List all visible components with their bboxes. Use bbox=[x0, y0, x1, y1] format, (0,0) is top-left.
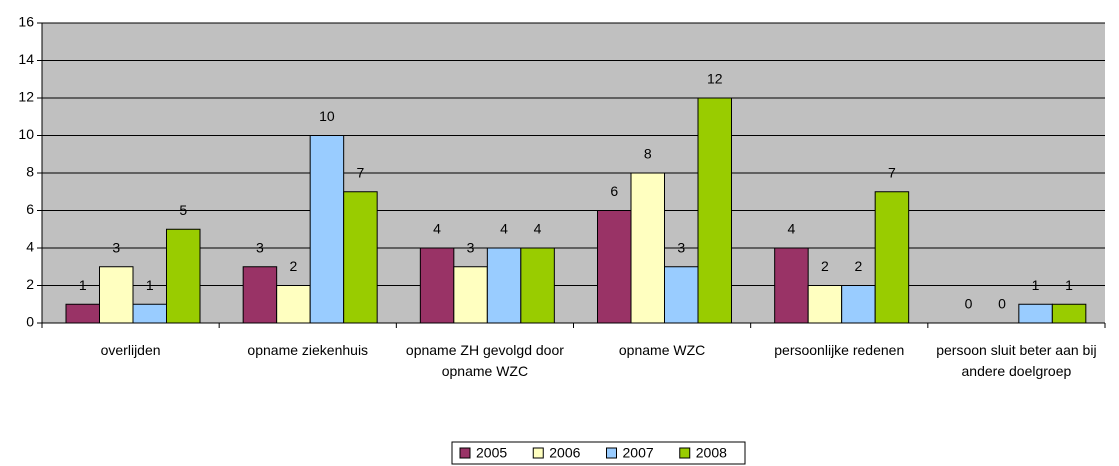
legend-label: 2006 bbox=[549, 445, 580, 461]
bar bbox=[597, 210, 632, 324]
bar bbox=[664, 266, 699, 324]
y-tick-label: 0 bbox=[26, 314, 34, 330]
x-tick-label: opname ziekenhuis bbox=[247, 342, 369, 358]
data-label: 7 bbox=[888, 164, 896, 180]
data-label: 12 bbox=[707, 71, 723, 87]
data-label: 3 bbox=[256, 239, 264, 255]
data-label: 8 bbox=[644, 146, 652, 162]
bar bbox=[874, 191, 910, 324]
data-label: 3 bbox=[467, 239, 475, 255]
y-tick-label: 14 bbox=[18, 51, 34, 67]
data-label: 4 bbox=[500, 221, 508, 237]
bar bbox=[276, 285, 311, 324]
bar bbox=[807, 285, 843, 324]
y-tick-label: 10 bbox=[18, 126, 34, 142]
bar bbox=[841, 285, 876, 324]
bar bbox=[242, 266, 278, 324]
bar bbox=[486, 247, 522, 324]
bar bbox=[343, 191, 378, 324]
data-label: 3 bbox=[677, 239, 685, 255]
bar bbox=[132, 303, 167, 324]
bar bbox=[774, 247, 809, 324]
legend-label: 2008 bbox=[696, 445, 727, 461]
legend-box bbox=[451, 441, 746, 465]
x-tick-label: persoonlijke redenen bbox=[774, 342, 905, 358]
data-label: 0 bbox=[998, 296, 1006, 312]
x-tick-label: opname ZH gevolgd door opname WZC bbox=[405, 342, 564, 379]
data-label: 2 bbox=[855, 258, 863, 274]
legend-label: 2005 bbox=[476, 445, 507, 461]
legend-swatch bbox=[606, 447, 617, 459]
data-label: 2 bbox=[821, 258, 829, 274]
data-label: 2 bbox=[290, 258, 298, 274]
bar bbox=[166, 228, 201, 324]
bar bbox=[630, 172, 665, 324]
bar bbox=[697, 97, 732, 324]
y-tick-label: 16 bbox=[18, 14, 34, 30]
y-tick-label: 12 bbox=[18, 89, 34, 105]
legend-swatch bbox=[459, 447, 471, 459]
legend-label: 2007 bbox=[623, 445, 654, 461]
bar bbox=[309, 135, 345, 324]
y-tick-label: 6 bbox=[26, 201, 34, 217]
y-tick-label: 4 bbox=[26, 239, 34, 255]
bar bbox=[99, 266, 134, 324]
x-tick-label: persoon sluit beter aan bij andere doelg… bbox=[936, 342, 1097, 379]
data-label: 10 bbox=[319, 108, 335, 124]
legend-swatch bbox=[679, 447, 691, 459]
data-label: 1 bbox=[146, 277, 154, 293]
data-label: 4 bbox=[534, 221, 542, 237]
data-label: 1 bbox=[1032, 277, 1040, 293]
data-label: 0 bbox=[965, 296, 973, 312]
data-label: 1 bbox=[1065, 277, 1073, 293]
data-label: 6 bbox=[610, 183, 618, 199]
data-label: 4 bbox=[433, 221, 441, 237]
bar bbox=[419, 247, 455, 324]
y-tick-label: 8 bbox=[26, 164, 34, 180]
bar bbox=[65, 303, 100, 324]
bar bbox=[453, 266, 488, 324]
data-label: 7 bbox=[357, 164, 365, 180]
data-label: 3 bbox=[112, 239, 120, 255]
bar bbox=[520, 247, 555, 324]
bar bbox=[1018, 303, 1053, 324]
x-tick-label: opname WZC bbox=[618, 342, 706, 358]
x-tick-label: overlijden bbox=[100, 342, 161, 358]
bar bbox=[1051, 303, 1087, 324]
data-label: 5 bbox=[179, 202, 187, 218]
data-label: 4 bbox=[788, 221, 796, 237]
legend-swatch bbox=[532, 447, 544, 459]
data-label: 1 bbox=[79, 277, 87, 293]
y-tick-label: 2 bbox=[26, 276, 34, 292]
